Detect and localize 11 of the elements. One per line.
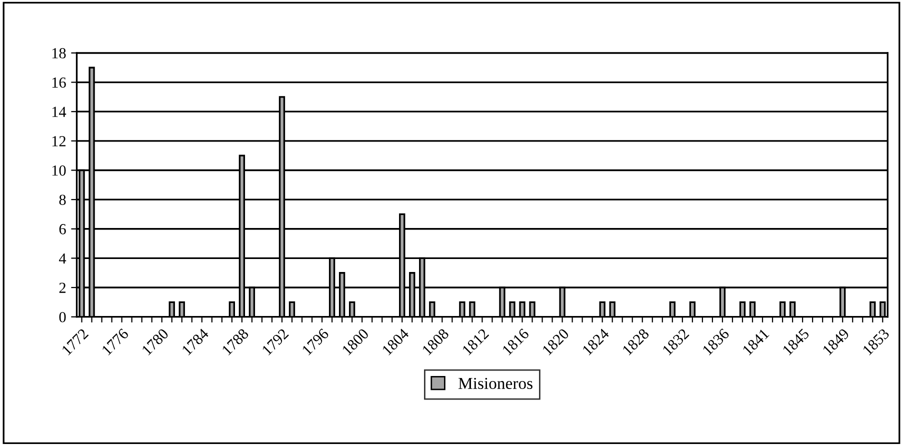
y-tick-label: 8 (59, 194, 66, 206)
y-tick-label: 16 (52, 77, 66, 88)
y-tick-label: 0 (59, 312, 66, 322)
y-tick-label: 2 (59, 282, 66, 293)
y-tick-label: 6 (59, 224, 66, 234)
y-tick-label: 4 (59, 253, 66, 264)
y-tick-label: 10 (52, 165, 66, 176)
y-tick-label: 18 (52, 48, 66, 58)
legend-label: Misioneros (458, 378, 532, 390)
y-tick-label: 14 (52, 106, 66, 117)
y-tick-label: 12 (52, 136, 66, 146)
